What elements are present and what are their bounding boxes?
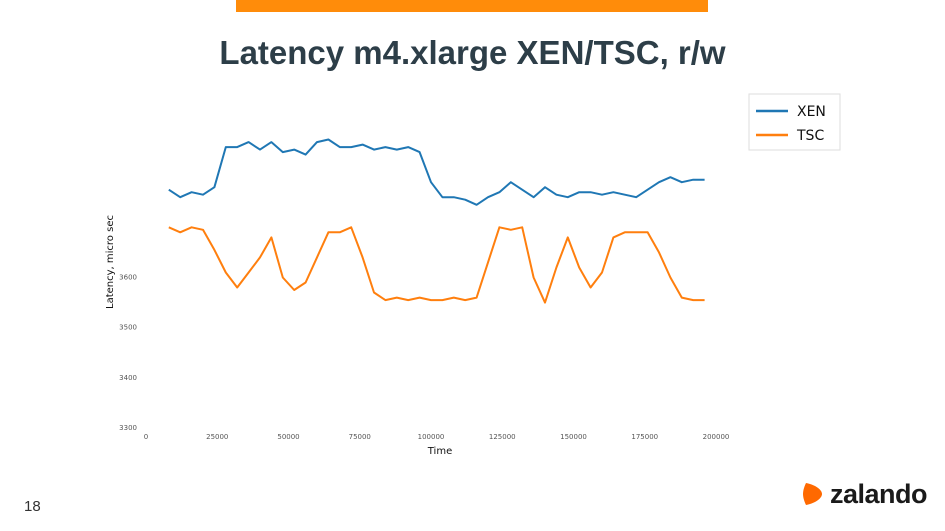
legend-label-tsc: TSC [796, 128, 824, 144]
x-tick-label: 100000 [418, 433, 445, 441]
x-tick-label: 175000 [631, 433, 658, 441]
plot-area: 0 25000 50000 75000 100000 125000 150000 175000… [119, 138, 730, 441]
y-tick-label: 3300 [119, 424, 137, 432]
x-tick-label: 150000 [560, 433, 587, 441]
accent-bar [236, 0, 708, 12]
slide-title: Latency m4.xlarge XEN/TSC, r/w [219, 34, 726, 71]
series-line-tsc [168, 226, 705, 304]
zalando-logo: zalando [802, 478, 928, 510]
x-tick-label: 50000 [277, 433, 299, 441]
y-axis-label: Latency, micro sec [105, 215, 116, 309]
x-axis-label: Time [427, 446, 452, 457]
x-tick-label: 75000 [349, 433, 371, 441]
x-tick-label: 200000 [703, 433, 730, 441]
logo-wordmark: zalando [830, 478, 928, 509]
series-line-xen [168, 138, 705, 206]
y-tick-label: 3600 [119, 274, 137, 282]
x-tick-label: 0 [144, 433, 148, 441]
page-number: 18 [24, 498, 41, 515]
y-tick-label: 3500 [119, 324, 137, 332]
y-tick-label: 3400 [119, 374, 137, 382]
x-tick-label: 25000 [206, 433, 228, 441]
legend-box [748, 93, 841, 151]
legend-label-xen: XEN [797, 104, 826, 120]
zalando-logo-icon [803, 483, 822, 505]
legend: XEN TSC [748, 93, 841, 151]
x-tick-label: 125000 [489, 433, 516, 441]
